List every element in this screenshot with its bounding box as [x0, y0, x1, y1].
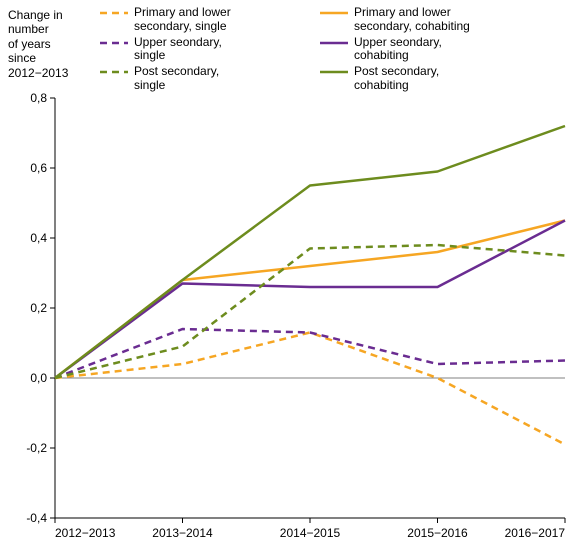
series-line [55, 333, 565, 445]
x-tick-label: 2016−2017 [475, 526, 565, 540]
y-tick-label: 0,0 [30, 371, 47, 385]
y-tick-label: 0,8 [30, 91, 47, 105]
y-tick-label: 0,2 [30, 301, 47, 315]
y-tick-label: 0,4 [30, 231, 47, 245]
y-tick-label: 0,6 [30, 161, 47, 175]
plot-area [0, 0, 578, 555]
series-line [55, 126, 565, 378]
line-chart: Change in number of years since 2012−201… [0, 0, 578, 555]
y-tick-label: -0,2 [26, 441, 47, 455]
x-tick-label: 2014−2015 [265, 526, 355, 540]
y-tick-label: -0,4 [26, 511, 47, 525]
series-line [55, 221, 565, 379]
x-tick-label: 2013−2014 [138, 526, 228, 540]
x-tick-label: 2015−2016 [393, 526, 483, 540]
x-tick-label: 2012−2013 [55, 526, 145, 540]
series-line [55, 221, 565, 379]
